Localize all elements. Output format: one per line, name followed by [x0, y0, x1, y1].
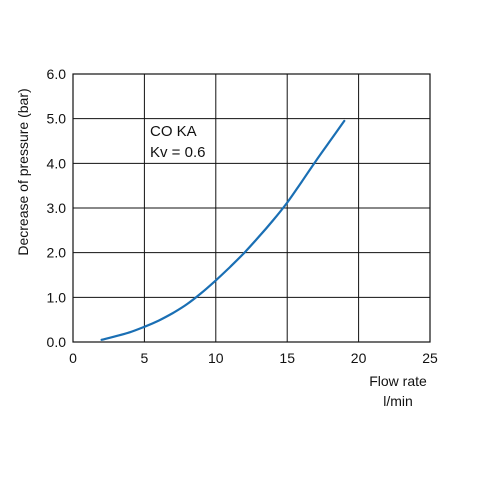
series-line-0 — [100, 119, 346, 341]
y-axis-title: Decrease of pressure (bar) — [15, 88, 31, 255]
y-tick-label: 3.0 — [47, 200, 67, 216]
annotation-model: CO KA — [150, 123, 197, 140]
series-group — [100, 119, 346, 341]
y-tick-labels: 0.0 1.0 2.0 3.0 4.0 5.0 6.0 — [47, 66, 67, 350]
y-tick-label: 0.0 — [47, 334, 67, 350]
x-tick-label: 25 — [422, 350, 438, 366]
x-tick-label: 10 — [208, 350, 224, 366]
y-tick-label: 6.0 — [47, 66, 67, 82]
plot-frame — [72, 73, 431, 343]
x-tick-label: 15 — [279, 350, 295, 366]
y-tick-label: 1.0 — [47, 289, 67, 305]
y-tick-label: 2.0 — [47, 245, 67, 261]
y-tick-label: 4.0 — [47, 155, 67, 171]
annotation-kv: Kv = 0.6 — [150, 144, 205, 161]
x-axis-title: Flow rate — [369, 373, 427, 389]
x-tick-label: 0 — [69, 350, 77, 366]
x-tick-labels: 0 5 10 15 20 25 — [69, 350, 438, 366]
x-tick-label: 20 — [351, 350, 367, 366]
x-tick-label: 5 — [141, 350, 149, 366]
y-tick-label: 5.0 — [47, 111, 67, 127]
x-axis-unit: l/min — [383, 393, 413, 409]
grid-lines — [72, 73, 431, 343]
